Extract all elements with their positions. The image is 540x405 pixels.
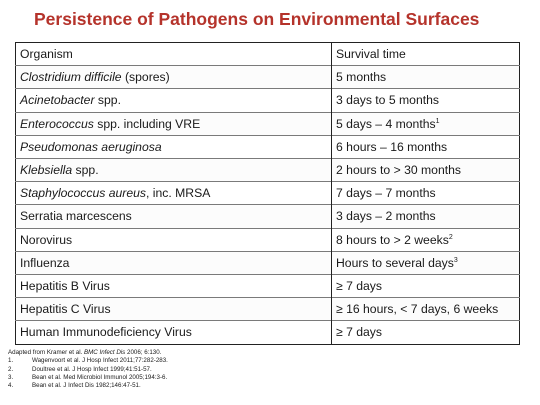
survival-time-cell: 5 days – 4 months1	[331, 111, 520, 136]
organism-cell: Hepatitis B Virus	[15, 274, 332, 298]
organism-text: Pseudomonas aeruginosa	[20, 139, 162, 154]
organism-text: Hepatitis C Virus	[20, 302, 111, 317]
organism-cell: Human Immunodeficiency Virus	[15, 320, 332, 345]
survival-time-cell: 7 days – 7 months	[331, 181, 520, 205]
survival-text: 6 hours – 16 months	[336, 139, 448, 154]
survival-text: 5 days – 4 months	[336, 116, 436, 131]
pathogen-table-body: Organism Survival time Clostridium diffi…	[15, 42, 520, 345]
reference-text: Bean et al. J Infect Dis 1982;146:47-51.	[32, 382, 141, 390]
table-row: Clostridium difficile (spores) 5 months	[15, 65, 520, 89]
header-organism: Organism	[15, 42, 332, 66]
organism-text: spp. including VRE	[93, 116, 201, 131]
table-row: Enterococcus spp. including VRE 5 days – …	[15, 111, 520, 136]
organism-text: Norovirus	[20, 232, 73, 247]
organism-cell: Norovirus	[15, 227, 332, 252]
reference-text: Wagenvoort et al. J Hosp Infect 2011;77:…	[32, 357, 168, 365]
organism-text: Human Immunodeficiency Virus	[20, 325, 192, 340]
reference-item: 1. Wagenvoort et al. J Hosp Infect 2011;7…	[8, 357, 168, 365]
footnote-marker: 1	[435, 117, 440, 125]
survival-text: 5 months	[336, 70, 387, 85]
organism-cell: Enterococcus spp. including VRE	[15, 111, 332, 136]
table-row: Norovirus 8 hours to > 2 weeks2	[15, 227, 520, 252]
table-row: Hepatitis B Virus ≥ 7 days	[15, 274, 520, 298]
reference-item: 4. Bean et al. J Infect Dis 1982;146:47-5…	[8, 382, 168, 390]
organism-cell: Klebsiella spp.	[15, 158, 332, 182]
organism-cell: Acinetobacter spp.	[15, 88, 332, 113]
survival-time-cell: Hours to several days3	[331, 250, 520, 275]
organism-text: spp.	[72, 163, 99, 178]
table-row: Human Immunodeficiency Virus ≥ 7 days	[15, 320, 520, 345]
organism-cell: Pseudomonas aeruginosa	[15, 134, 332, 159]
organism-cell: Serratia marcescens	[15, 204, 332, 229]
reference-source-text: Adapted from Kramer et al.	[8, 349, 85, 356]
reference-number: 2.	[8, 365, 14, 373]
reference-item: 2. Doultree et al. J Hosp Infect 1999;41:…	[8, 366, 168, 374]
survival-time-cell: ≥ 7 days	[331, 320, 520, 345]
survival-time-cell: 5 months	[331, 65, 520, 89]
table-row: Influenza Hours to several days3	[15, 250, 520, 275]
organism-cell: Hepatitis C Virus	[15, 297, 332, 321]
survival-text: 3 days to 5 months	[336, 93, 439, 108]
survival-time-cell: 6 hours – 16 months	[331, 134, 520, 159]
organism-cell: Clostridium difficile (spores)	[15, 65, 332, 89]
reference-number: 1.	[8, 357, 14, 365]
organism-text: Acinetobacter	[20, 93, 95, 108]
reference-number: 3.	[8, 373, 14, 381]
slide-title: Persistence of Pathogens on Environmenta…	[34, 9, 480, 29]
organism-cell: Influenza	[15, 250, 332, 275]
reference-text: Bean et al. Med Microbiol Immunol 2005;1…	[32, 373, 168, 381]
survival-text: Hours to several days	[336, 255, 454, 270]
pathogen-table: Organism Survival time Clostridium diffi…	[15, 42, 520, 345]
references: Adapted from Kramer et al. BMC Infect Di…	[8, 349, 168, 390]
survival-time-cell: 3 days to 5 months	[331, 88, 520, 113]
reference-source-text: BMC Infect Dis	[84, 349, 126, 356]
survival-time-cell: 8 hours to > 2 weeks2	[331, 227, 520, 252]
footnote-marker: 2	[448, 233, 453, 241]
organism-text: Staphylococcus aureus	[20, 186, 147, 201]
survival-text: 7 days – 7 months	[336, 186, 436, 201]
organism-text: Enterococcus	[20, 116, 94, 131]
table-row: Serratia marcescens 3 days – 2 months	[15, 204, 520, 229]
survival-text: 3 days – 2 months	[336, 209, 436, 224]
organism-text: Hepatitis B Virus	[20, 279, 110, 294]
table-row: Staphylococcus aureus, inc. MRSA 7 days –…	[15, 181, 520, 205]
survival-time-cell: ≥ 16 hours, < 7 days, 6 weeks	[331, 297, 520, 321]
organism-text: Clostridium difficile	[20, 70, 122, 85]
survival-text: ≥ 7 days	[336, 279, 382, 294]
table-row: Klebsiella spp. 2 hours to > 30 months	[15, 158, 520, 182]
organism-text: (spores)	[121, 70, 170, 85]
survival-text: 2 hours to > 30 months	[336, 163, 461, 178]
footnote-marker: 3	[453, 256, 458, 264]
reference-text: Doultree et al. J Hosp Infect 1999;41:51…	[32, 365, 152, 373]
header-survival-time: Survival time	[331, 42, 520, 66]
survival-text: ≥ 16 hours, < 7 days, 6 weeks	[336, 302, 499, 317]
organism-cell: Staphylococcus aureus, inc. MRSA	[15, 181, 332, 205]
survival-text: ≥ 7 days	[336, 325, 382, 340]
table-row: Hepatitis C Virus ≥ 16 hours, < 7 days, 6…	[15, 297, 520, 321]
organism-text: Serratia marcescens	[20, 209, 132, 224]
reference-item: 3. Bean et al. Med Microbiol Immunol 2005…	[8, 374, 168, 382]
table-row: Acinetobacter spp. 3 days to 5 months	[15, 88, 520, 113]
reference-source: Adapted from Kramer et al. BMC Infect Di…	[8, 349, 168, 357]
survival-text: 8 hours to > 2 weeks	[336, 232, 449, 247]
table-header-row: Organism Survival time	[15, 42, 520, 66]
survival-time-cell: 2 hours to > 30 months	[331, 158, 520, 182]
reference-number: 4.	[8, 382, 14, 390]
table-row: Pseudomonas aeruginosa 6 hours – 16 month…	[15, 134, 520, 159]
survival-time-cell: ≥ 7 days	[331, 274, 520, 298]
organism-text: , inc. MRSA	[146, 186, 211, 201]
survival-time-cell: 3 days – 2 months	[331, 204, 520, 229]
organism-text: Influenza	[20, 255, 70, 270]
organism-text: spp.	[94, 93, 121, 108]
organism-text: Klebsiella	[20, 163, 73, 178]
reference-source-text: 2006; 6:130.	[125, 349, 162, 356]
